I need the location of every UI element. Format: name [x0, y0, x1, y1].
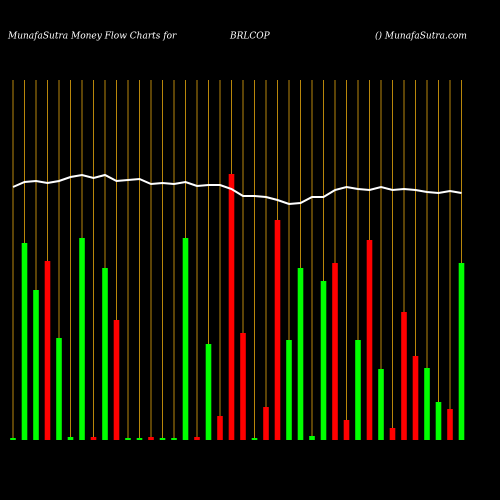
bar	[228, 174, 235, 440]
bar	[389, 428, 396, 440]
bar	[343, 420, 350, 440]
bar	[286, 340, 292, 440]
bar	[159, 438, 166, 440]
bar	[435, 402, 442, 440]
bar	[274, 220, 281, 440]
bar	[424, 368, 430, 440]
bar	[251, 438, 258, 440]
bar	[309, 436, 315, 440]
bar	[194, 437, 200, 440]
bar	[171, 438, 177, 440]
bar	[136, 438, 143, 440]
bar	[79, 238, 85, 440]
bar	[240, 333, 246, 440]
bar	[148, 437, 154, 440]
bar	[102, 268, 108, 440]
bar	[90, 437, 97, 440]
bar	[113, 320, 120, 440]
bar	[355, 340, 361, 440]
bar	[447, 409, 453, 440]
bar	[458, 263, 465, 440]
chart-subtitle: BRLCOP	[229, 32, 271, 42]
bar	[412, 356, 419, 440]
bar	[67, 437, 74, 440]
bar	[332, 263, 338, 440]
bar	[182, 238, 189, 440]
bar	[44, 261, 51, 440]
bar	[297, 268, 304, 440]
bar	[205, 344, 212, 440]
bar	[217, 416, 223, 440]
bar	[401, 312, 407, 440]
bar	[125, 438, 131, 440]
bar	[33, 290, 39, 440]
bar	[263, 407, 269, 440]
annotation: () MunafaSutra.com	[375, 31, 467, 42]
bar	[56, 338, 62, 440]
bar	[320, 281, 327, 440]
bar	[378, 369, 384, 440]
bar	[10, 438, 16, 440]
money-flow-line	[12, 173, 462, 206]
bar	[366, 240, 373, 440]
chart-title: MunafaSutra Money Flow Charts for	[7, 32, 177, 42]
bar	[21, 243, 28, 440]
